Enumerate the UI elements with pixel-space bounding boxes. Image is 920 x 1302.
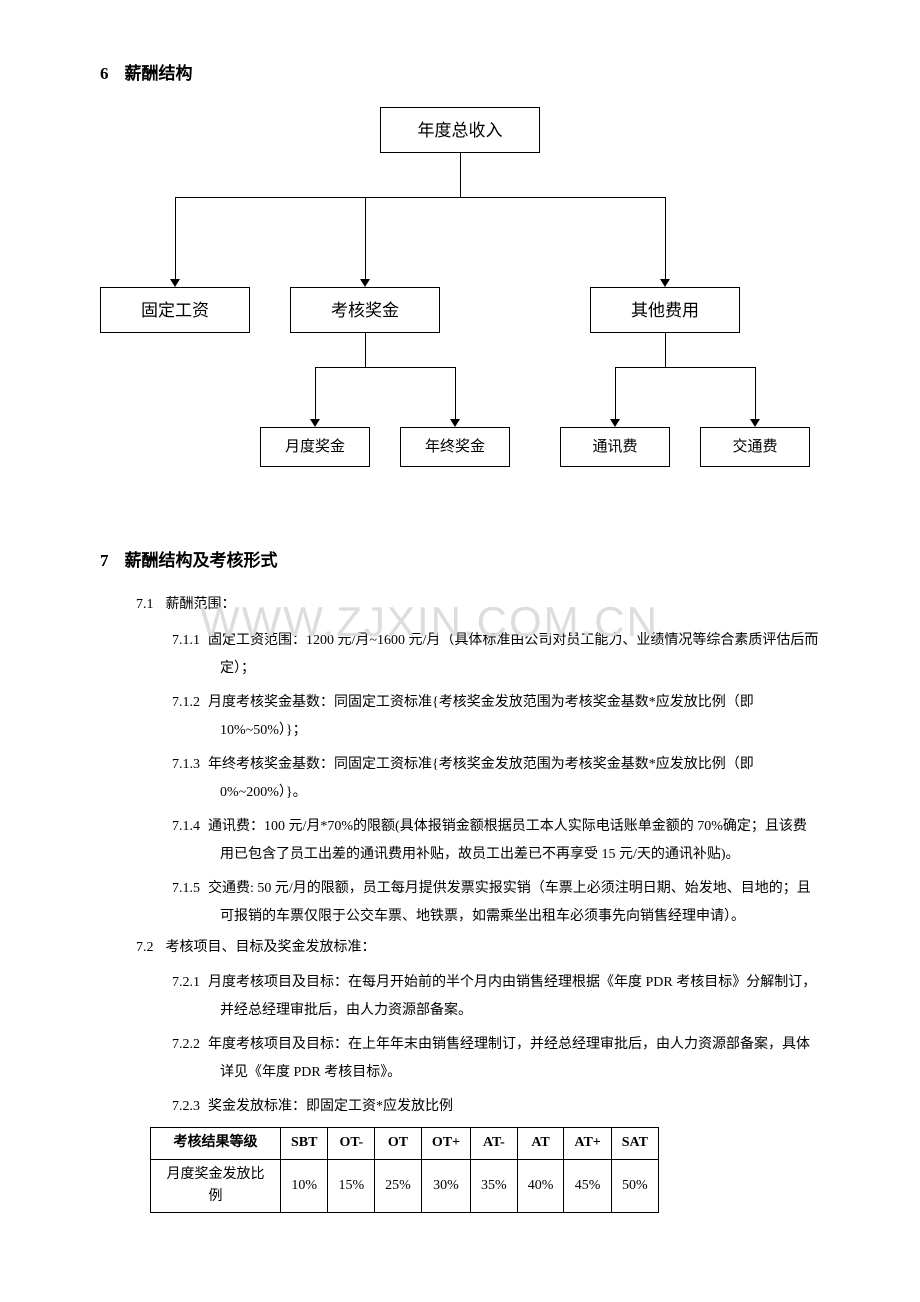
salary-structure-flowchart: 年度总收入 固定工资 考核奖金 其他费用 [100,107,820,487]
table-row2-label: 月度奖金发放比例 [151,1159,281,1213]
fc-line [315,367,316,419]
item-num: 7.1.5 [172,881,200,896]
item-num: 7.1.2 [172,695,200,710]
table-cell: 40% [517,1159,564,1213]
item-7-2-3: 7.2.3 奖金发放标准：即固定工资*应发放比例 [172,1093,820,1121]
table-header: SAT [611,1128,658,1159]
flowchart-l2-0-label: 固定工资 [141,297,209,324]
table-cell: 30% [421,1159,470,1213]
section-6-num: 6 [100,64,109,83]
sub-7-1-title: 薪酬范围： [166,597,236,612]
flowchart-l2-2: 其他费用 [590,287,740,333]
item-7-2-2: 7.2.2 年度考核项目及目标：在上年年末由销售经理制订，并经总经理审批后，由人力… [172,1031,820,1087]
flowchart-l2-1-label: 考核奖金 [331,297,399,324]
item-text: 交通费: 50 元/月的限额，员工每月提供发票实报实销（车票上必须注明日期、始发… [208,881,811,924]
sub-7-2-title: 考核项目、目标及奖金发放标准： [166,940,376,955]
item-7-1-3: 7.1.3 年终考核奖金基数：同固定工资标准{考核奖金发放范围为考核奖金基数*应发… [172,751,820,807]
item-num: 7.1.4 [172,819,200,834]
flowchart-l3r-0: 通讯费 [560,427,670,467]
table-header: AT [517,1128,564,1159]
fc-line [615,367,616,419]
item-num: 7.1.1 [172,633,200,648]
fc-line [665,197,666,279]
table-cell: 10% [281,1159,328,1213]
item-num: 7.1.3 [172,757,200,772]
item-7-1-5: 7.1.5 交通费: 50 元/月的限额，员工每月提供发票实报实销（车票上必须注明… [172,875,820,931]
table-header: AT- [471,1128,518,1159]
item-text: 固定工资范围：1200 元/月~1600 元/月（具体标准由公司对员工能力、业绩… [208,633,818,676]
section-7-num: 7 [100,551,109,570]
flowchart-l2-1: 考核奖金 [290,287,440,333]
section-7-title: 薪酬结构及考核形式 [125,551,278,570]
flowchart-l2-2-label: 其他费用 [631,297,699,324]
fc-arrow [750,419,760,427]
sub-7-2-num: 7.2 [136,940,154,955]
fc-arrow [310,419,320,427]
sub-7-1: 7.1 薪酬范围： [136,594,820,616]
table-header: OT- [328,1128,375,1159]
flowchart-l3m-1: 年终奖金 [400,427,510,467]
item-text: 年度考核项目及目标：在上年年末由销售经理制订，并经总经理审批后，由人力资源部备案… [208,1037,810,1080]
flowchart-root: 年度总收入 [380,107,540,153]
item-text: 通讯费：100 元/月*70%的限额(具体报销金额根据员工本人实际电话账单金额的… [208,819,807,862]
table-header: AT+ [564,1128,611,1159]
item-num: 7.2.3 [172,1099,200,1114]
item-text: 月度考核奖金基数：同固定工资标准{考核奖金发放范围为考核奖金基数*应发放比例（即… [208,695,754,738]
sub-7-2: 7.2 考核项目、目标及奖金发放标准： [136,937,820,959]
table-row: 考核结果等级 SBT OT- OT OT+ AT- AT AT+ SAT [151,1128,659,1159]
flowchart-l3r-0-label: 通讯费 [592,435,637,459]
table-cell: 15% [328,1159,375,1213]
table-header: OT [375,1128,422,1159]
section-7-heading: 7 薪酬结构及考核形式 [100,547,820,574]
item-text: 年终考核奖金基数：同固定工资标准{考核奖金发放范围为考核奖金基数*应发放比例（即… [208,757,754,800]
table-row1-label: 考核结果等级 [151,1128,281,1159]
fc-arrow [360,279,370,287]
fc-line [365,197,366,279]
fc-arrow [660,279,670,287]
fc-arrow [610,419,620,427]
item-7-1-1: 7.1.1 固定工资范围：1200 元/月~1600 元/月（具体标准由公司对员工… [172,627,820,683]
item-num: 7.2.2 [172,1037,200,1052]
sub-7-1-num: 7.1 [136,597,154,612]
table-row: 月度奖金发放比例 10% 15% 25% 30% 35% 40% 45% 50% [151,1159,659,1213]
item-num: 7.2.1 [172,975,200,990]
fc-line [175,197,176,279]
page-content: 6 薪酬结构 年度总收入 固定工资 考核奖金 其他费用 [100,60,820,1213]
flowchart-l3r-1-label: 交通费 [732,435,777,459]
flowchart-l3m-0-label: 月度奖金 [285,435,345,459]
table-header: OT+ [421,1128,470,1159]
flowchart-l3m-0: 月度奖金 [260,427,370,467]
table-cell: 35% [471,1159,518,1213]
bonus-ratio-table: 考核结果等级 SBT OT- OT OT+ AT- AT AT+ SAT 月度奖… [150,1127,659,1213]
item-7-1-2: 7.1.2 月度考核奖金基数：同固定工资标准{考核奖金发放范围为考核奖金基数*应发… [172,689,820,745]
flowchart-root-label: 年度总收入 [418,117,503,144]
fc-line [755,367,756,419]
table-cell: 45% [564,1159,611,1213]
fc-line [455,367,456,419]
fc-line [365,333,366,367]
table-cell: 50% [611,1159,658,1213]
table-cell: 25% [375,1159,422,1213]
flowchart-l3m-1-label: 年终奖金 [425,435,485,459]
item-text: 奖金发放标准：即固定工资*应发放比例 [208,1099,453,1114]
fc-line [315,367,455,368]
flowchart-l3r-1: 交通费 [700,427,810,467]
fc-line [615,367,755,368]
fc-line [175,197,665,198]
item-7-1-4: 7.1.4 通讯费：100 元/月*70%的限额(具体报销金额根据员工本人实际电话… [172,813,820,869]
item-7-2-1: 7.2.1 月度考核项目及目标：在每月开始前的半个月内由销售经理根据《年度 PDR… [172,969,820,1025]
fc-line [460,153,461,197]
fc-arrow [450,419,460,427]
section-6-heading: 6 薪酬结构 [100,60,820,87]
table-header: SBT [281,1128,328,1159]
item-text: 月度考核项目及目标：在每月开始前的半个月内由销售经理根据《年度 PDR 考核目标… [208,975,816,1018]
section-6-title: 薪酬结构 [125,64,193,83]
fc-arrow [170,279,180,287]
flowchart-l2-0: 固定工资 [100,287,250,333]
fc-line [665,333,666,367]
